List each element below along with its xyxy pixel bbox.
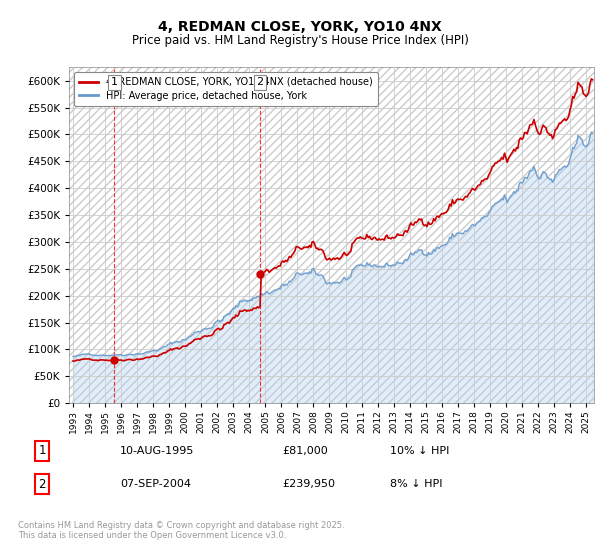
Text: £239,950: £239,950 bbox=[282, 479, 335, 489]
Text: 07-SEP-2004: 07-SEP-2004 bbox=[120, 479, 191, 489]
Text: 2: 2 bbox=[256, 77, 263, 87]
Text: 10-AUG-1995: 10-AUG-1995 bbox=[120, 446, 194, 456]
Text: 10% ↓ HPI: 10% ↓ HPI bbox=[390, 446, 449, 456]
Text: 4, REDMAN CLOSE, YORK, YO10 4NX: 4, REDMAN CLOSE, YORK, YO10 4NX bbox=[158, 20, 442, 34]
Text: Price paid vs. HM Land Registry's House Price Index (HPI): Price paid vs. HM Land Registry's House … bbox=[131, 34, 469, 46]
Text: £81,000: £81,000 bbox=[282, 446, 328, 456]
Legend: 4, REDMAN CLOSE, YORK, YO10 4NX (detached house), HPI: Average price, detached h: 4, REDMAN CLOSE, YORK, YO10 4NX (detache… bbox=[74, 72, 377, 106]
Text: 1: 1 bbox=[111, 77, 118, 87]
Text: Contains HM Land Registry data © Crown copyright and database right 2025.
This d: Contains HM Land Registry data © Crown c… bbox=[18, 521, 344, 540]
Text: 2: 2 bbox=[38, 478, 46, 491]
Text: 8% ↓ HPI: 8% ↓ HPI bbox=[390, 479, 443, 489]
Text: 1: 1 bbox=[38, 444, 46, 458]
